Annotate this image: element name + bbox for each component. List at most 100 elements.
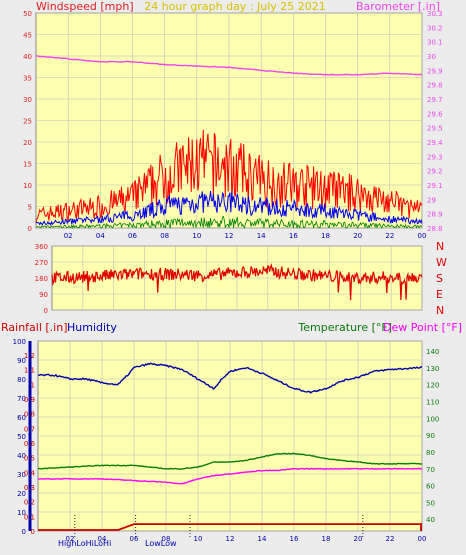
wind-tick-label: 10 [23, 182, 32, 190]
wind-tick-label: 35 [23, 75, 32, 83]
wind-tick-label: 40 [23, 53, 32, 61]
climate-x-tick-label: 06 [130, 535, 139, 543]
barometer-tick-label: 30.1 [427, 39, 443, 47]
wind-x-tick-label: 14 [257, 232, 266, 240]
climate-x-tick-label: 16 [290, 535, 299, 543]
wind-axis-title: Windspeed [mph] [36, 0, 134, 13]
temperature-tick-label: 140 [426, 348, 439, 356]
barometer-tick-label: 29 [427, 196, 436, 204]
compass-label: W [436, 256, 447, 269]
wind-tick-label: 0 [28, 225, 32, 233]
humidity-axis-title: Humidity [67, 321, 117, 334]
temperature-tick-label: 130 [426, 365, 439, 373]
compass-label: S [436, 272, 443, 285]
wind-tick-label: 45 [23, 32, 32, 40]
wind-x-tick-label: 16 [289, 232, 298, 240]
temperature-tick-label: 80 [426, 449, 435, 457]
wind-tick-label: 20 [23, 139, 32, 147]
climate-x-tick-label: 08 [162, 535, 171, 543]
barometer-tick-label: 29.1 [427, 182, 443, 190]
barometer-tick-label: 28.8 [427, 225, 443, 233]
compass-label: E [436, 288, 443, 301]
barometer-tick-label: 30.2 [427, 24, 443, 32]
temperature-series-line [38, 452, 423, 470]
climate-x-tick-label: 22 [386, 535, 395, 543]
temperature-tick-label: 110 [426, 399, 439, 407]
tick-labels: 0510152025303540455028.828.92929.129.229… [13, 10, 447, 543]
rainfall-tick-label: 0.3 [24, 484, 35, 492]
barometer-axis-title: Barometer [.in] [356, 0, 440, 13]
humidity-tick-label: 30 [17, 471, 26, 479]
barometer-tick-label: 29.3 [427, 153, 443, 161]
humidity-tick-label: 50 [17, 433, 26, 441]
temperature-tick-label: 60 [426, 483, 435, 491]
wind-x-tick-label: 12 [225, 232, 234, 240]
rainfall-tick-label: 1.1 [24, 367, 35, 375]
rainfall-tick-label: 1.2 [24, 352, 35, 360]
humidity-tick-label: 20 [17, 490, 26, 498]
wind-tick-label: 50 [23, 10, 32, 18]
wind-x-tick-label: 02 [64, 232, 73, 240]
climate-x-tick-label: 10 [194, 535, 203, 543]
low-wind-series-line [35, 216, 423, 230]
chart-title: 24 hour graph day : July 25 2021 [144, 0, 326, 13]
barometer-tick-label: 29.5 [427, 125, 443, 133]
wind-x-tick-label: 06 [128, 232, 137, 240]
wind-x-tick-label: 22 [385, 232, 394, 240]
barometer-tick-label: 29.7 [427, 96, 443, 104]
high-low-marker-text: HighLoHiLoHi [58, 539, 111, 548]
temperature-axis-title: Temperature [°F] [297, 321, 392, 334]
wind-tick-label: 25 [23, 118, 32, 126]
direction-series-line [51, 263, 423, 301]
rainfall-axis-title: Rainfall [.in] [1, 321, 68, 334]
wind-tick-label: 5 [28, 204, 32, 212]
rainfall-tick-label: 1 [31, 381, 35, 389]
direction-tick-label: 360 [35, 243, 48, 251]
humidity-tick-label: 90 [17, 357, 26, 365]
temperature-tick-label: 120 [426, 382, 439, 390]
wind-x-tick-label: 04 [96, 232, 105, 240]
compass-label: N [436, 240, 444, 253]
climate-x-tick-label: 12 [226, 535, 235, 543]
humidity-tick-label: 80 [17, 376, 26, 384]
temperature-tick-label: 90 [426, 432, 435, 440]
direction-tick-label: 0 [44, 307, 48, 315]
rainfall-tick-label: 0.1 [24, 513, 35, 521]
direction-tick-label: 270 [35, 259, 48, 267]
climate-x-tick-label: 18 [322, 535, 331, 543]
rainfall-tick-label: 0.8 [24, 411, 35, 419]
gust-series-line [35, 129, 423, 223]
barometer-series-line [35, 55, 422, 76]
wind-x-tick-label: 20 [353, 232, 362, 240]
wind-tick-label: 15 [23, 161, 32, 169]
climate-x-tick-label: 00 [418, 535, 427, 543]
rainfall-tick-label: 0.6 [24, 440, 36, 448]
temperature-tick-label: 50 [426, 499, 435, 507]
barometer-tick-label: 29.4 [427, 139, 443, 147]
barometer-tick-label: 29.9 [427, 67, 443, 75]
rainfall-tick-label: 0 [31, 528, 35, 536]
climate-x-tick-label: 14 [258, 535, 267, 543]
climate-x-tick-label: 02 [66, 535, 75, 543]
rainfall-tick-label: 0.9 [24, 396, 35, 404]
barometer-tick-label: 29.6 [427, 110, 443, 118]
humidity-tick-label: 10 [17, 509, 26, 517]
humidity-series-line [37, 362, 422, 394]
barometer-tick-label: 29.2 [427, 168, 443, 176]
chart-marks [28, 55, 423, 537]
barometer-tick-label: 30 [427, 53, 436, 61]
direction-tick-label: 180 [35, 275, 48, 283]
humidity-tick-label: 100 [13, 338, 26, 346]
barometer-tick-label: 30.3 [427, 10, 443, 18]
wind-x-tick-label: 18 [321, 232, 330, 240]
humidity-tick-label: 0 [22, 528, 26, 536]
climate-x-tick-label: 04 [98, 535, 107, 543]
compass-label: N [436, 304, 444, 317]
humidity-tick-label: 70 [17, 395, 26, 403]
temperature-tick-label: 40 [426, 516, 435, 524]
average-wind-series-line [35, 190, 423, 227]
direction-tick-label: 90 [39, 291, 48, 299]
rainfall-tick-label: 0.7 [24, 425, 35, 433]
wind-x-tick-label: 00 [418, 232, 427, 240]
